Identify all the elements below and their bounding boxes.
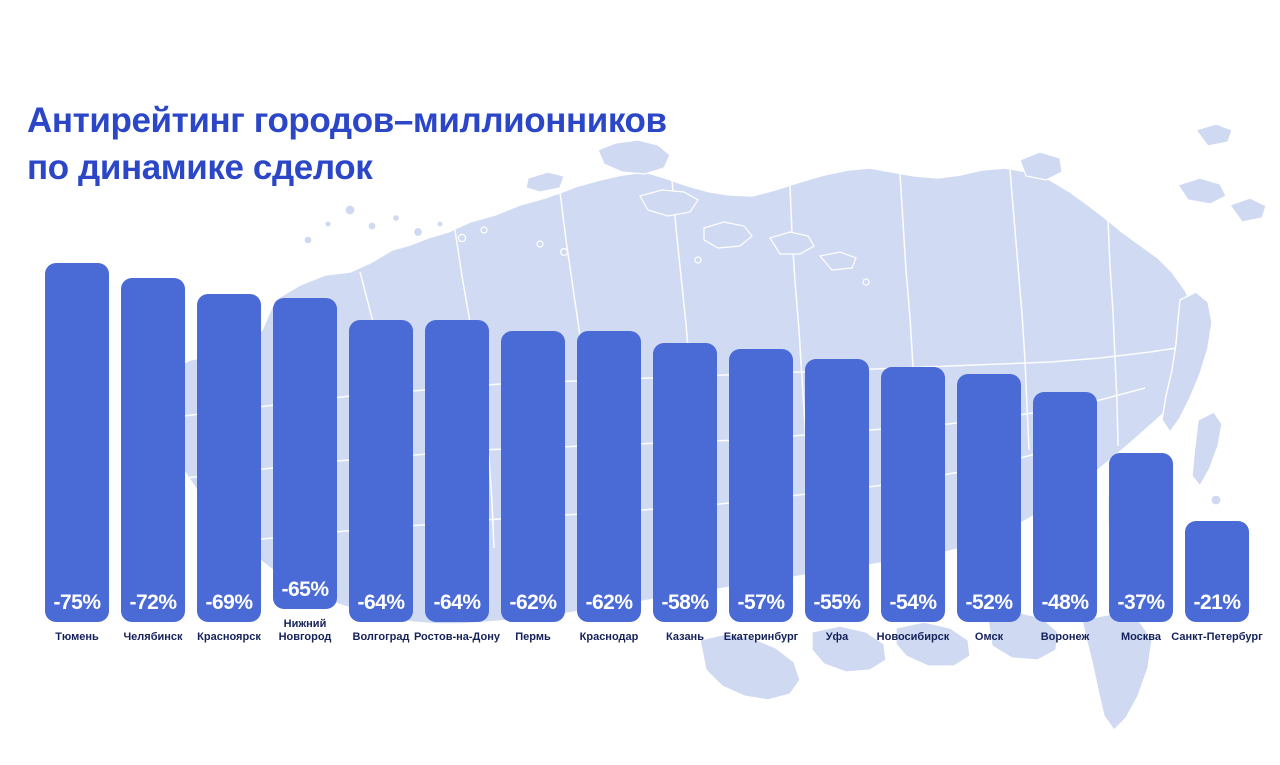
bar-value-label: -52% — [965, 591, 1013, 615]
bar-category-label: Санкт-Петербург — [1171, 631, 1263, 644]
bar[interactable]: -54% — [881, 367, 945, 623]
chart-title: Антирейтинг городов–миллионников по дина… — [27, 98, 667, 191]
bar-category-label: Пермь — [515, 631, 551, 644]
bar-column[interactable]: -64% Ростов-на-Дону — [414, 320, 500, 645]
bar-category-label: Тюмень — [55, 631, 99, 644]
bar-column[interactable]: -37% Москва — [1109, 453, 1173, 645]
chart-title-line-1: Антирейтинг городов–миллионников — [27, 101, 667, 140]
bar-category-label: Ростов-на-Дону — [413, 631, 501, 644]
bar-column[interactable]: -55% Уфа — [805, 359, 869, 645]
bar-column[interactable]: -57% Екатеринбург — [724, 349, 798, 645]
bar-column[interactable]: -52% Омск — [957, 374, 1021, 645]
bar[interactable]: -52% — [957, 374, 1021, 623]
bar-column[interactable]: -62% Краснодар — [577, 331, 641, 645]
bar-value-label: -54% — [889, 591, 937, 615]
bar-value-label: -62% — [585, 591, 633, 615]
bar[interactable]: -48% — [1033, 392, 1097, 623]
bar[interactable]: -62% — [577, 331, 641, 623]
bar-column[interactable]: -75% Тюмень — [45, 263, 109, 645]
bar-value-label: -65% — [281, 577, 329, 601]
bar-category-label: Казань — [666, 631, 704, 644]
bar-value-label: -55% — [813, 591, 861, 615]
bar-value-label: -69% — [205, 591, 253, 615]
bar-category-label: Красноярск — [197, 631, 261, 644]
bar-column[interactable]: -72% Челябинск — [121, 278, 185, 645]
bar-column[interactable]: -48% Воронеж — [1033, 392, 1097, 645]
bar-category-label: Волгоград — [352, 631, 410, 644]
bar[interactable]: -75% — [45, 263, 109, 623]
bar-category-label: Краснодар — [579, 631, 639, 644]
bar-category-label: Челябинск — [123, 631, 183, 644]
bar[interactable]: -37% — [1109, 453, 1173, 623]
bar[interactable]: -57% — [729, 349, 793, 623]
bar-column[interactable]: -62% Пермь — [501, 331, 565, 645]
bar-value-label: -37% — [1117, 591, 1165, 615]
bar-column[interactable]: -21% Санкт-Петербург — [1171, 521, 1263, 645]
bar-column[interactable]: -64% Волгоград — [349, 320, 413, 645]
bar-value-label: -75% — [53, 591, 101, 615]
bar-value-label: -64% — [357, 591, 405, 615]
bar-column[interactable]: -58% Казань — [653, 343, 717, 645]
bar-value-label: -57% — [737, 591, 785, 615]
bar[interactable]: -55% — [805, 359, 869, 623]
bar[interactable]: -65% — [273, 297, 337, 609]
bar-column[interactable]: -54% Новосибирск — [877, 367, 949, 645]
bar[interactable]: -62% — [501, 331, 565, 623]
bar-column[interactable]: -65% Нижний Новгород — [273, 297, 337, 646]
bar-value-label: -58% — [661, 591, 709, 615]
bar[interactable]: -64% — [349, 320, 413, 623]
bar[interactable]: -72% — [121, 278, 185, 623]
bar[interactable]: -58% — [653, 343, 717, 623]
bar-value-label: -62% — [509, 591, 557, 615]
bar-value-label: -48% — [1041, 591, 1089, 615]
chart-title-line-2: по динамике сделок — [27, 147, 373, 187]
bar[interactable]: -64% — [425, 320, 489, 623]
bar-value-label: -64% — [433, 591, 481, 615]
bar-column[interactable]: -69% Красноярск — [197, 294, 261, 645]
bar[interactable]: -69% — [197, 294, 261, 623]
bar[interactable]: -21% — [1185, 521, 1249, 623]
bar-value-label: -21% — [1193, 591, 1241, 615]
bar-value-label: -72% — [129, 591, 177, 615]
